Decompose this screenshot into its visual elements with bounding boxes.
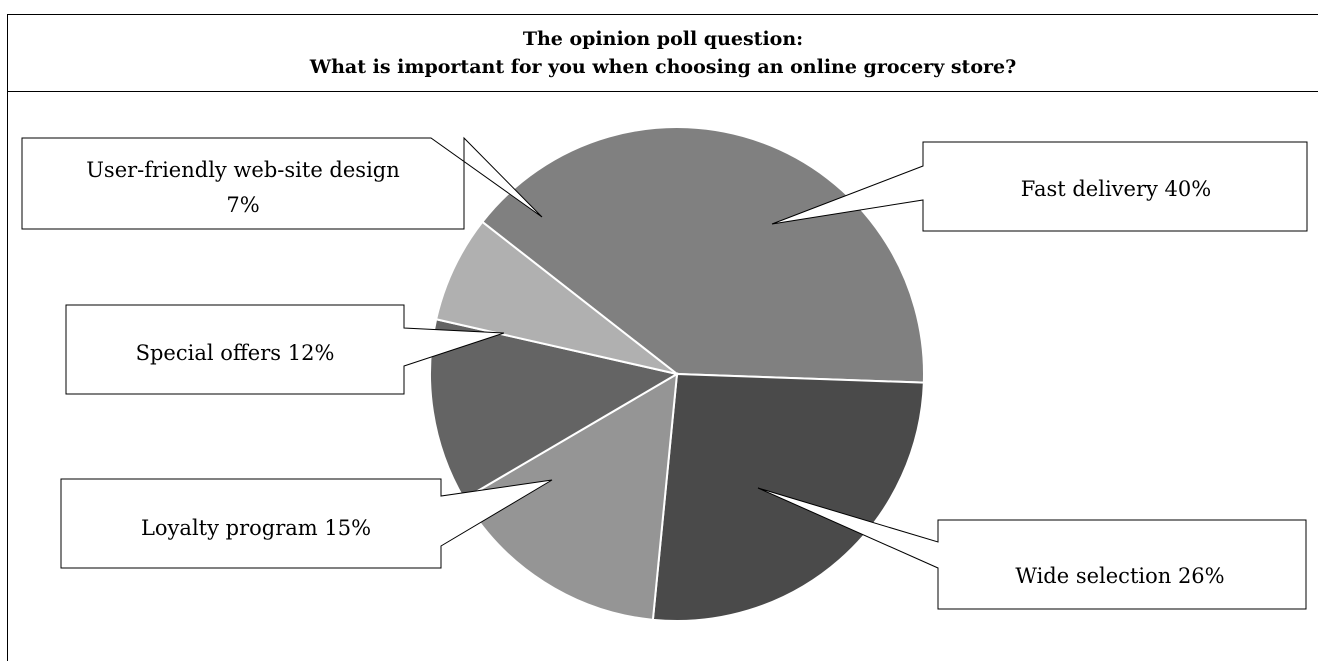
slice-label-user-friendly-line-1: User-friendly web-site design (86, 158, 400, 182)
chart-title-box: The opinion poll question: What is impor… (7, 14, 1318, 92)
slice-label-fast-delivery: Fast delivery 40% (1021, 177, 1211, 201)
callout-wide-selection: Wide selection 26% (757, 487, 1307, 610)
callout-shape-user-friendly (21, 136, 543, 230)
slice-label-wide-selection: Wide selection 26% (1015, 564, 1224, 588)
callout-loyalty-program: Loyalty program 15% (60, 478, 553, 569)
callout-shape-loyalty-program (60, 478, 553, 569)
chart-title-line-1: The opinion poll question: (522, 28, 804, 50)
callout-special-offers: Special offers 12% (65, 304, 505, 395)
callout-shape-fast-delivery (771, 141, 1308, 232)
slice-label-loyalty-program: Loyalty program 15% (141, 516, 371, 540)
pie-slice-user-friendly-web-site-design (434, 220, 678, 375)
callouts: Fast delivery 40% Wide selection 26% Loy… (21, 136, 1308, 610)
callout-shape-special-offers (65, 304, 505, 395)
pie-slice-fast-delivery (480, 126, 925, 384)
callout-fast-delivery: Fast delivery 40% (771, 141, 1308, 232)
frame-left-border (7, 91, 8, 661)
slice-label-special-offers: Special offers 12% (136, 341, 335, 365)
callout-shape-wide-selection (757, 487, 1307, 610)
chart-title-line-2: What is important for you when choosing … (309, 56, 1017, 78)
callout-user-friendly: User-friendly web-site design 7% (21, 136, 543, 230)
slice-label-user-friendly-line-2: 7% (226, 193, 259, 217)
